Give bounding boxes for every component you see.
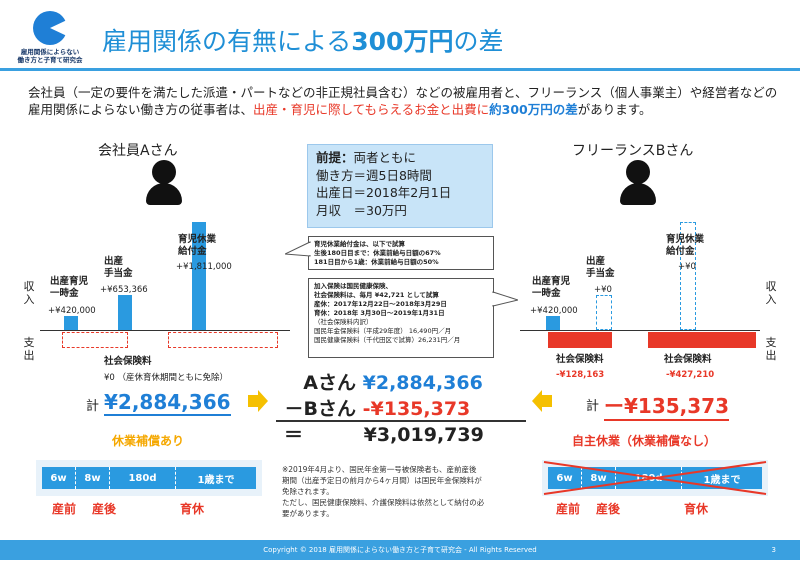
footer-copyright: Copyright © 2018 雇用関係によらない働き方と子育て研究会 - A… <box>263 546 537 554</box>
left-leave-seg-4: 1歳まで <box>197 474 235 486</box>
left-axis-expense: 支出 <box>23 336 35 362</box>
left-total: ¥2,884,366 <box>104 390 231 416</box>
right-leave-seg-2: 8w <box>582 467 616 489</box>
calc-row-b: －Bさん -¥135,373 <box>284 398 471 420</box>
right-insurance-value-2: -¥427,210 <box>666 370 715 380</box>
logo-text: 雇用関係によらない 働き方と子育て研究会 <box>17 48 83 64</box>
calc-row-a: Aさん ¥2,884,366 <box>303 372 483 394</box>
right-leave-label-childcare: 育休 <box>684 502 709 516</box>
note1-pointer <box>285 241 311 257</box>
right-bar-childcare-value: +¥0 <box>678 262 696 272</box>
title-amount: 300万円 <box>351 27 454 56</box>
right-insurance-childcare <box>648 332 756 348</box>
calc-row-total: ＝ ¥3,019,739 <box>284 424 484 446</box>
person-a-name: 会社員Aさん <box>98 143 178 159</box>
right-bar-childcare-label: 育児休業 給付金 <box>666 234 705 257</box>
intro-bold: 約300万円の差 <box>489 102 578 117</box>
left-leave-title: 休業補償あり <box>112 434 185 448</box>
left-bar-maternity-value: +¥653,366 <box>100 285 148 295</box>
right-bar-maternity-label: 出産 手当金 <box>586 256 615 279</box>
footer: Copyright © 2018 雇用関係によらない働き方と子育て研究会 - A… <box>0 540 800 560</box>
left-insurance-exempt-childcare <box>168 332 278 348</box>
right-arrow-icon <box>532 390 552 412</box>
person-b-body <box>620 183 656 205</box>
left-bar-maternity-label: 出産 手当金 <box>104 256 133 279</box>
intro-text: 会社員（一定の要件を満たした派遣・パートなどの非正規社員含む）などの被雇用者と、… <box>28 85 778 117</box>
right-bar-maternity-value: +¥0 <box>594 285 612 295</box>
left-insurance-label: 社会保険料 <box>104 356 152 367</box>
left-baseline <box>40 330 290 331</box>
logo-mark <box>33 11 69 45</box>
left-leave-seg-1: 6w <box>42 467 76 489</box>
right-leave-seg-1: 6w <box>548 467 582 489</box>
calc-divider <box>276 420 526 422</box>
premise-box: 前提：両者ともに 働き方＝週5日8時間 出産日＝2018年2月1日 月収 ＝30… <box>307 144 493 228</box>
left-leave-seg-3: 180d <box>110 467 176 489</box>
left-bar-birth-lump <box>64 316 78 330</box>
person-b-icon <box>626 160 650 184</box>
right-leave-cross-icon <box>543 461 767 495</box>
right-baseline <box>520 330 760 331</box>
left-bar-childcare-label: 育児休業 給付金 <box>178 234 217 257</box>
right-bar-childcare <box>680 222 696 330</box>
right-total: ー¥135,373 <box>604 390 730 421</box>
right-axis-expense: 支出 <box>765 336 777 362</box>
left-insurance-exempt-maternity <box>62 332 128 348</box>
left-leave-label-postnatal: 産後 <box>92 502 117 516</box>
insurance-note: 加入保険は国民健康保険、 社会保険料は、毎月 ¥42,721 として試算 産休：… <box>308 278 494 358</box>
left-arrow-icon <box>248 390 268 412</box>
left-bar-birth-lump-value: +¥420,000 <box>48 306 96 316</box>
left-axis-income: 収入 <box>23 280 35 306</box>
right-bar-birth-lump <box>546 316 560 330</box>
left-leave-label-childcare: 育休 <box>180 502 205 516</box>
right-leave-label-postnatal: 産後 <box>596 502 621 516</box>
page-title: 雇用関係の有無による300万円の差 <box>102 27 504 56</box>
intro-highlight: 出産・育児に際してもらえるお金と出費に <box>253 102 490 117</box>
person-a-icon <box>152 160 176 184</box>
right-leave-title: 自主休業（休業補償なし） <box>572 434 717 448</box>
left-total-prefix: 計 <box>86 399 100 414</box>
left-bar-childcare-value: +¥1,811,000 <box>176 262 232 272</box>
left-leave-seg-2: 8w <box>76 467 110 489</box>
right-insurance-label-1: 社会保険料 <box>556 354 604 365</box>
person-b-name: フリーランスBさん <box>572 143 694 159</box>
right-axis-income: 収入 <box>765 280 777 306</box>
right-insurance-maternity <box>548 332 612 348</box>
left-leave-label-prenatal: 産前 <box>52 502 77 516</box>
right-leave-label-prenatal: 産前 <box>556 502 581 516</box>
right-bar-birth-lump-label: 出産育児 一時金 <box>532 276 571 299</box>
left-bar-childcare <box>192 222 206 330</box>
right-insurance-label-2: 社会保険料 <box>664 354 712 365</box>
page-number: 3 <box>771 546 776 554</box>
right-insurance-value-1: -¥128,163 <box>556 370 605 380</box>
logo: 雇用関係によらない 働き方と子育て研究会 <box>4 6 96 68</box>
right-bar-maternity <box>596 295 612 330</box>
left-insurance-value: ¥0 （産休育休期間ともに免除） <box>104 373 229 383</box>
right-leave-seg-4: 1歳まで <box>703 474 741 486</box>
footnote: ※2019年4月より、国民年金第一号被保険者も、産前産後 期間（出産予定日の前月… <box>282 465 485 518</box>
title-divider <box>0 68 800 71</box>
right-bar-birth-lump-value: +¥420,000 <box>530 306 578 316</box>
left-bar-birth-lump-label: 出産育児 一時金 <box>50 276 89 299</box>
note2-pointer <box>492 291 518 307</box>
right-total-prefix: 計 <box>586 399 600 414</box>
childcare-benefit-note: 育児休業給付金は、以下で試算 生後180日目まで：休業前給与日額の67% 181… <box>308 236 494 270</box>
left-leave-timeline: 6w 8w 180d 1歳まで <box>36 460 262 496</box>
person-a-body <box>146 183 182 205</box>
left-bar-maternity <box>118 295 132 330</box>
